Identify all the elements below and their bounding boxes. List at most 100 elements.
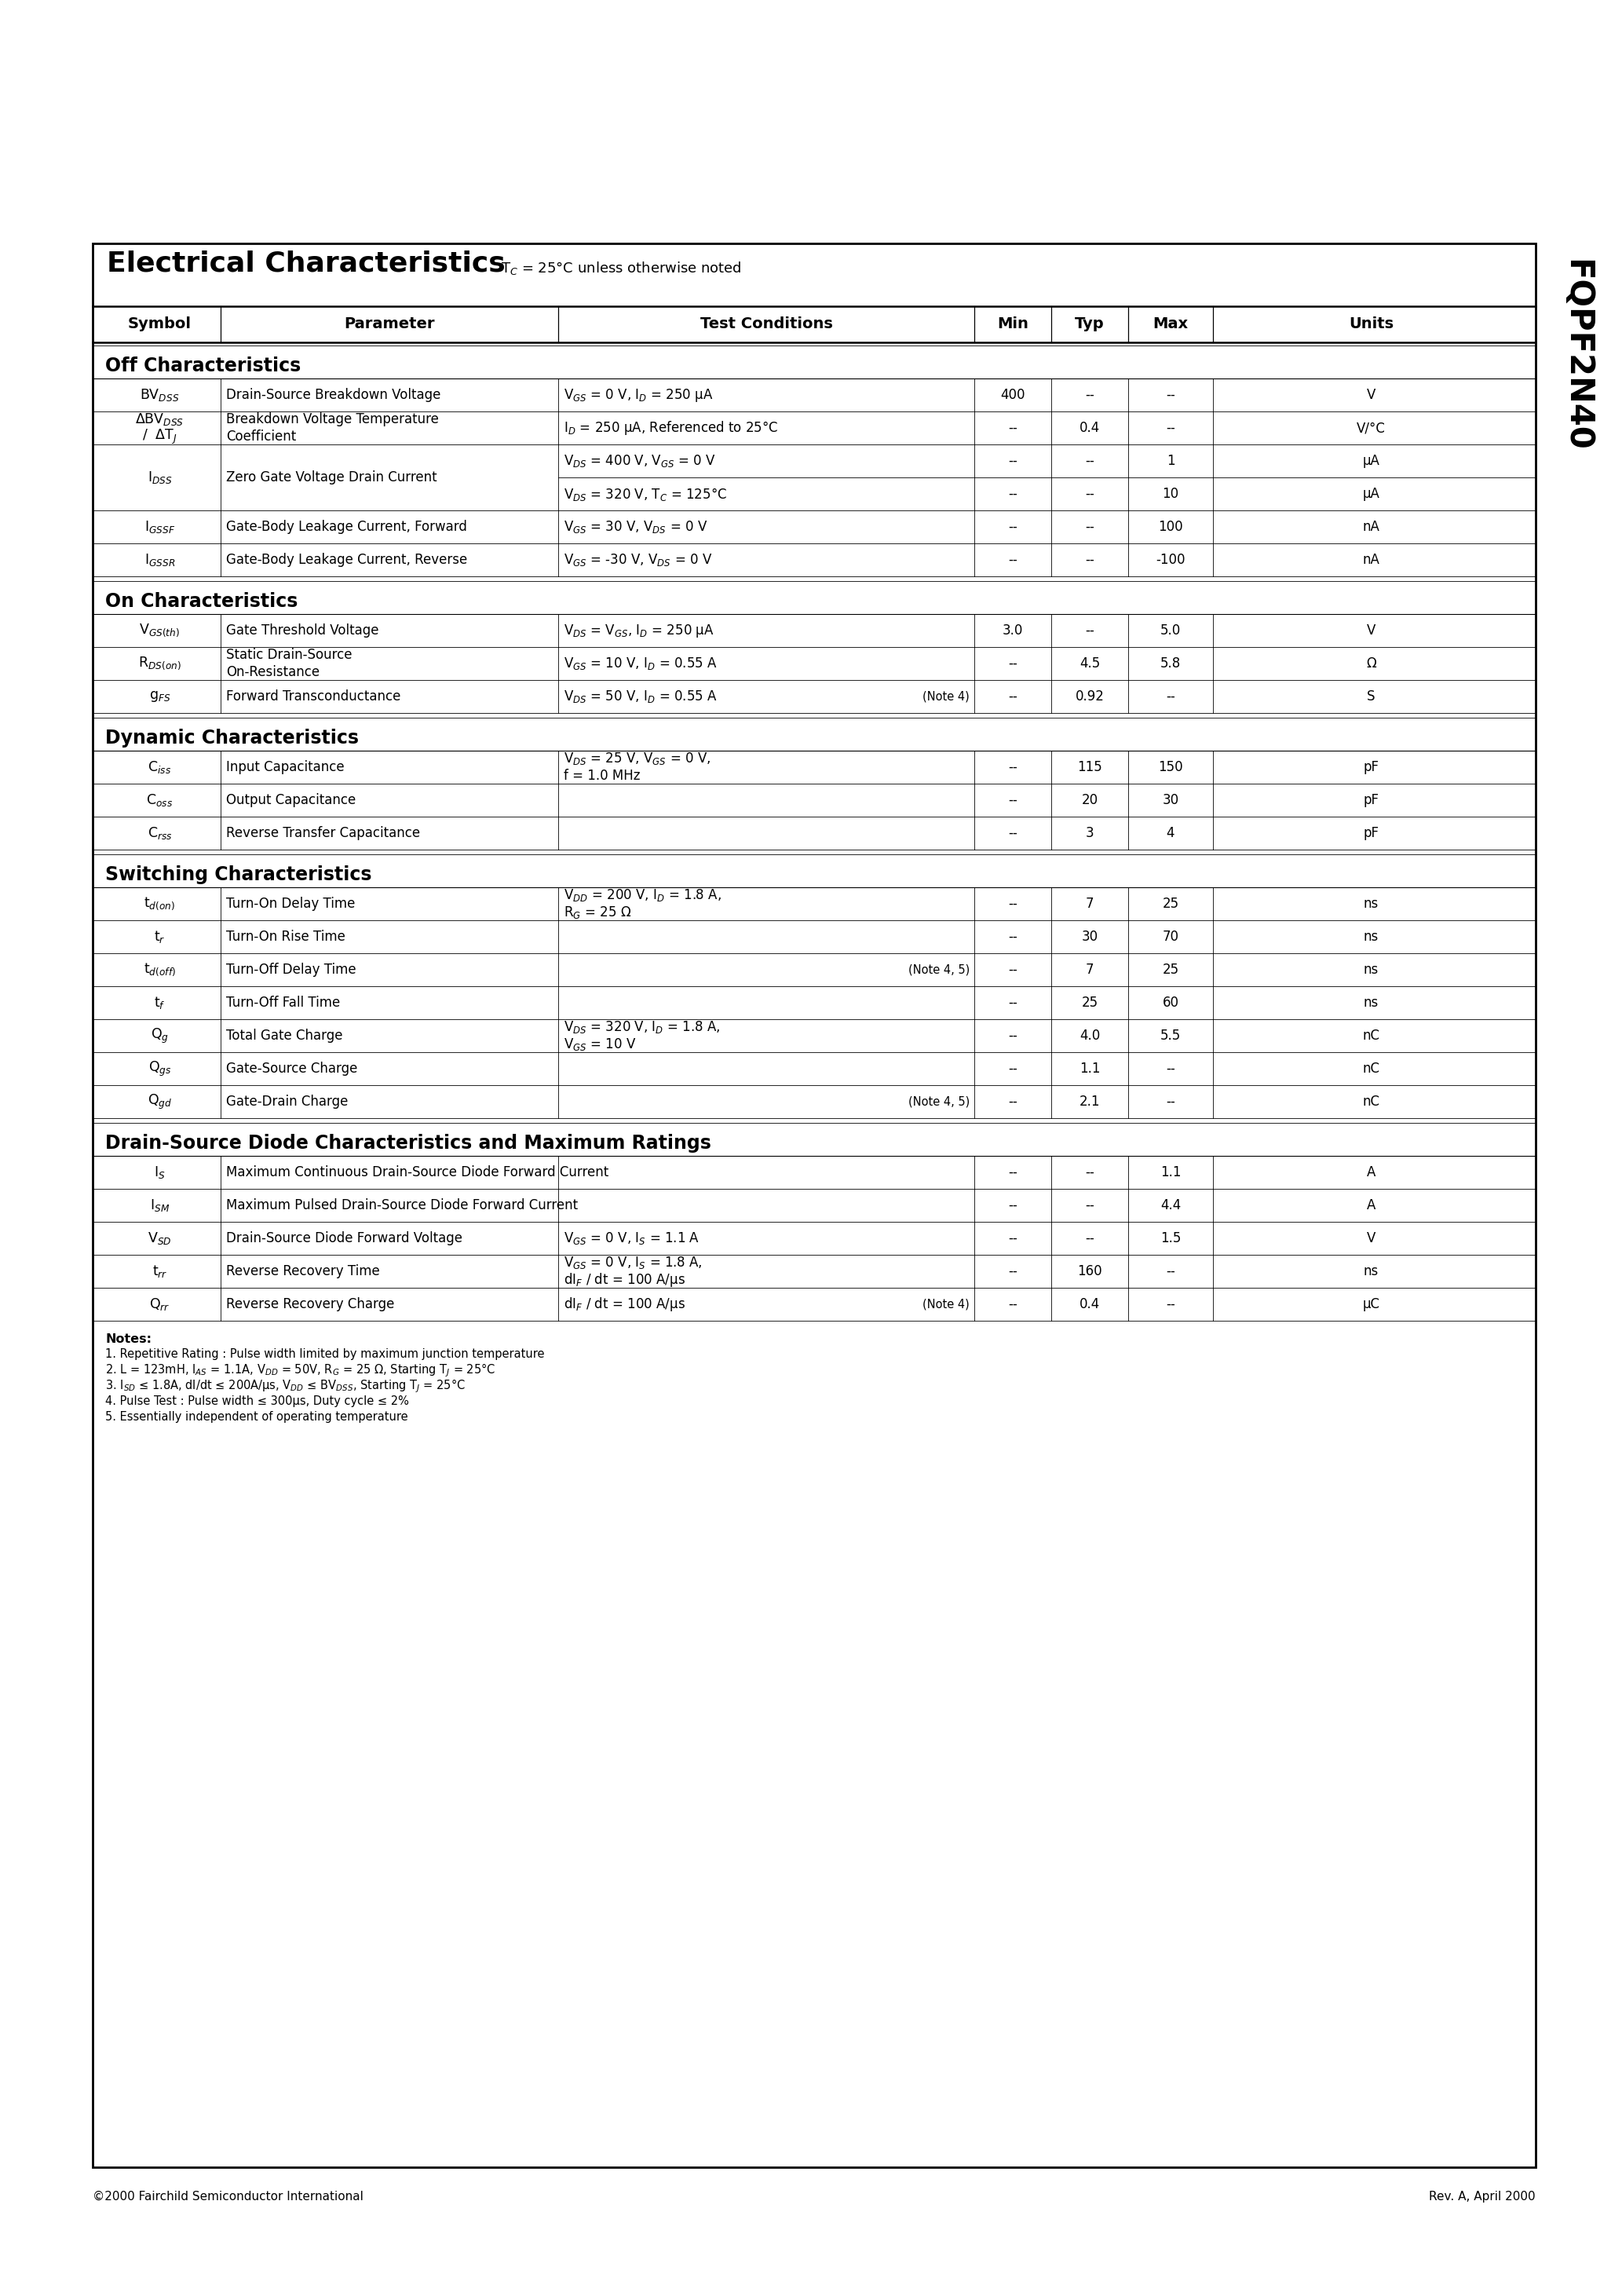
Text: Q$_{gd}$: Q$_{gd}$ [148, 1093, 172, 1111]
Text: --: -- [1085, 1166, 1095, 1180]
Text: Gate-Drain Charge: Gate-Drain Charge [225, 1095, 349, 1109]
Text: ns: ns [1364, 962, 1379, 976]
Text: Output Capacitance: Output Capacitance [225, 792, 355, 808]
Text: Test Conditions: Test Conditions [701, 317, 832, 331]
Text: --: -- [1009, 519, 1017, 535]
Text: (Note 4): (Note 4) [923, 691, 970, 703]
Text: --: -- [1166, 388, 1176, 402]
Text: Gate-Body Leakage Current, Reverse: Gate-Body Leakage Current, Reverse [225, 553, 467, 567]
Text: --: -- [1009, 1029, 1017, 1042]
Text: (Note 4, 5): (Note 4, 5) [908, 964, 970, 976]
Text: t$_{d(on)}$: t$_{d(on)}$ [144, 895, 175, 912]
Text: --: -- [1009, 792, 1017, 808]
Text: V$_{GS(th)}$: V$_{GS(th)}$ [139, 622, 180, 638]
Text: t$_f$: t$_f$ [154, 994, 165, 1010]
Text: (Note 4, 5): (Note 4, 5) [908, 1095, 970, 1107]
Text: 70: 70 [1163, 930, 1179, 944]
Text: --: -- [1009, 827, 1017, 840]
Text: 10: 10 [1163, 487, 1179, 501]
Text: ns: ns [1364, 996, 1379, 1010]
Text: 5.8: 5.8 [1160, 657, 1181, 670]
Text: --: -- [1085, 1199, 1095, 1212]
Text: 4: 4 [1166, 827, 1174, 840]
Text: 0.4: 0.4 [1079, 1297, 1100, 1311]
Text: I$_S$: I$_S$ [154, 1164, 165, 1180]
Text: --: -- [1166, 1297, 1176, 1311]
Text: Static Drain-Source: Static Drain-Source [225, 647, 352, 661]
Text: 4.4: 4.4 [1160, 1199, 1181, 1212]
Text: V$_{GS}$ = 10 V, I$_D$ = 0.55 A: V$_{GS}$ = 10 V, I$_D$ = 0.55 A [564, 657, 717, 670]
Text: --: -- [1166, 689, 1176, 703]
Text: --: -- [1166, 1095, 1176, 1109]
Text: V$_{GS}$ = 0 V, I$_S$ = 1.8 A,: V$_{GS}$ = 0 V, I$_S$ = 1.8 A, [564, 1256, 702, 1270]
Text: --: -- [1085, 487, 1095, 501]
Text: Maximum Continuous Drain-Source Diode Forward Current: Maximum Continuous Drain-Source Diode Fo… [225, 1166, 608, 1180]
Text: Q$_{rr}$: Q$_{rr}$ [149, 1297, 170, 1311]
Text: ns: ns [1364, 1265, 1379, 1279]
Text: Drain-Source Diode Forward Voltage: Drain-Source Diode Forward Voltage [225, 1231, 462, 1244]
Text: --: -- [1085, 553, 1095, 567]
Text: Notes:: Notes: [105, 1334, 151, 1345]
Text: 2.1: 2.1 [1079, 1095, 1100, 1109]
Text: Maximum Pulsed Drain-Source Diode Forward Current: Maximum Pulsed Drain-Source Diode Forwar… [225, 1199, 577, 1212]
Text: A: A [1367, 1199, 1375, 1212]
Text: 1: 1 [1166, 455, 1174, 468]
Text: Min: Min [998, 317, 1028, 331]
Text: V$_{DS}$ = 320 V, I$_D$ = 1.8 A,: V$_{DS}$ = 320 V, I$_D$ = 1.8 A, [564, 1019, 720, 1035]
Text: --: -- [1085, 625, 1095, 638]
Text: V$_{DD}$ = 200 V, I$_D$ = 1.8 A,: V$_{DD}$ = 200 V, I$_D$ = 1.8 A, [564, 886, 722, 902]
Text: 400: 400 [1001, 388, 1025, 402]
Text: Reverse Transfer Capacitance: Reverse Transfer Capacitance [225, 827, 420, 840]
Text: --: -- [1009, 1061, 1017, 1077]
Text: BV$_{DSS}$: BV$_{DSS}$ [139, 388, 180, 402]
Text: ΔBV$_{DSS}$: ΔBV$_{DSS}$ [135, 411, 185, 427]
Text: (Note 4): (Note 4) [923, 1297, 970, 1311]
Text: I$_{DSS}$: I$_{DSS}$ [148, 471, 172, 484]
Text: μA: μA [1362, 487, 1380, 501]
Text: V$_{DS}$ = 320 V, T$_C$ = 125°C: V$_{DS}$ = 320 V, T$_C$ = 125°C [564, 487, 727, 503]
Text: C$_{oss}$: C$_{oss}$ [146, 792, 174, 808]
Text: 7: 7 [1085, 962, 1093, 976]
Text: 25: 25 [1082, 996, 1098, 1010]
Text: --: -- [1009, 1095, 1017, 1109]
Text: 100: 100 [1158, 519, 1182, 535]
Text: 20: 20 [1082, 792, 1098, 808]
Text: V$_{GS}$ = -30 V, V$_{DS}$ = 0 V: V$_{GS}$ = -30 V, V$_{DS}$ = 0 V [564, 551, 712, 567]
Text: I$_D$ = 250 μA, Referenced to 25°C: I$_D$ = 250 μA, Referenced to 25°C [564, 420, 779, 436]
Text: R$_G$ = 25 Ω: R$_G$ = 25 Ω [564, 905, 631, 921]
Text: V$_{DS}$ = 25 V, V$_{GS}$ = 0 V,: V$_{DS}$ = 25 V, V$_{GS}$ = 0 V, [564, 751, 710, 767]
Text: μC: μC [1362, 1297, 1380, 1311]
Text: ns: ns [1364, 930, 1379, 944]
Text: Drain-Source Breakdown Voltage: Drain-Source Breakdown Voltage [225, 388, 441, 402]
Text: --: -- [1009, 1166, 1017, 1180]
Text: Turn-On Rise Time: Turn-On Rise Time [225, 930, 345, 944]
Text: V: V [1367, 388, 1375, 402]
Text: --: -- [1085, 1231, 1095, 1244]
Text: --: -- [1009, 657, 1017, 670]
Text: -100: -100 [1156, 553, 1186, 567]
Text: pF: pF [1364, 792, 1379, 808]
Text: ©2000 Fairchild Semiconductor International: ©2000 Fairchild Semiconductor Internatio… [92, 2190, 363, 2202]
Text: 4.0: 4.0 [1079, 1029, 1100, 1042]
Text: --: -- [1009, 689, 1017, 703]
Bar [92, 243, 1536, 2167]
Text: 30: 30 [1082, 930, 1098, 944]
Text: V$_{GS}$ = 30 V, V$_{DS}$ = 0 V: V$_{GS}$ = 30 V, V$_{DS}$ = 0 V [564, 519, 707, 535]
Text: Units: Units [1350, 317, 1393, 331]
Text: /  ΔT$_J$: / ΔT$_J$ [143, 427, 177, 445]
Text: --: -- [1166, 1061, 1176, 1077]
Text: pF: pF [1364, 760, 1379, 774]
Text: 2. L = 123mH, I$_{AS}$ = 1.1A, V$_{DD}$ = 50V, R$_G$ = 25 Ω, Starting T$_J$ = 25: 2. L = 123mH, I$_{AS}$ = 1.1A, V$_{DD}$ … [105, 1362, 496, 1378]
Text: Gate-Body Leakage Current, Forward: Gate-Body Leakage Current, Forward [225, 519, 467, 535]
Text: --: -- [1009, 898, 1017, 912]
Text: Off Characteristics: Off Characteristics [105, 356, 302, 374]
Text: 0.92: 0.92 [1075, 689, 1105, 703]
Text: 5. Essentially independent of operating temperature: 5. Essentially independent of operating … [105, 1412, 409, 1424]
Text: R$_{DS(on)}$: R$_{DS(on)}$ [138, 654, 182, 673]
Text: 4. Pulse Test : Pulse width ≤ 300μs, Duty cycle ≤ 2%: 4. Pulse Test : Pulse width ≤ 300μs, Dut… [105, 1396, 409, 1407]
Text: Total Gate Charge: Total Gate Charge [225, 1029, 342, 1042]
Text: --: -- [1085, 455, 1095, 468]
Text: f = 1.0 MHz: f = 1.0 MHz [564, 769, 641, 783]
Text: S: S [1367, 689, 1375, 703]
Text: t$_{d(off)}$: t$_{d(off)}$ [144, 962, 175, 978]
